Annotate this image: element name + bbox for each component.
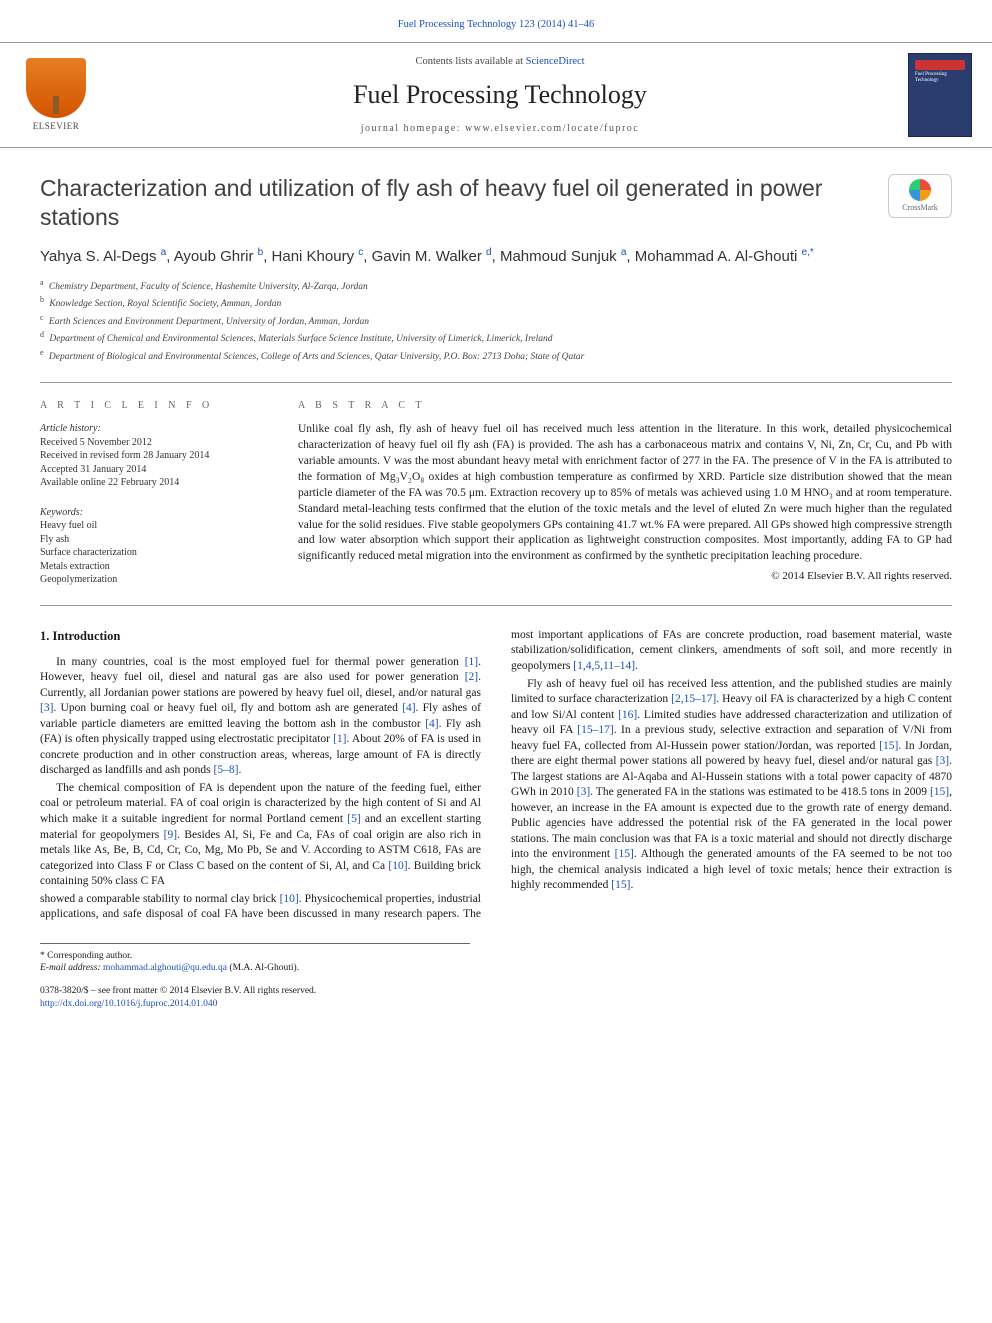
publisher-label: ELSEVIER: [33, 120, 80, 132]
keyword: Heavy fuel oil: [40, 519, 264, 533]
affiliation-line: c Earth Sciences and Environment Departm…: [40, 312, 952, 329]
journal-name: Fuel Processing Technology: [110, 77, 890, 112]
abstract-label: A B S T R A C T: [298, 399, 952, 413]
section-heading-introduction: 1. Introduction: [40, 628, 481, 645]
article-title: Characterization and utilization of fly …: [40, 174, 870, 232]
affiliations: a Chemistry Department, Faculty of Scien…: [40, 277, 952, 364]
crossmark-label: CrossMark: [902, 203, 938, 214]
abstract-copyright: © 2014 Elsevier B.V. All rights reserved…: [298, 569, 952, 584]
contents-prefix: Contents lists available at: [415, 56, 525, 67]
keyword: Fly ash: [40, 533, 264, 547]
doi-link[interactable]: http://dx.doi.org/10.1016/j.fuproc.2014.…: [40, 999, 217, 1009]
issn-line: 0378-3820/$ – see front matter © 2014 El…: [40, 985, 952, 998]
article-info-label: A R T I C L E I N F O: [40, 399, 264, 413]
email-label: E-mail address:: [40, 963, 103, 973]
affiliation-line: b Knowledge Section, Royal Scientific So…: [40, 294, 952, 311]
homepage-prefix: journal homepage:: [361, 123, 465, 134]
article-history-head: Article history:: [40, 422, 264, 436]
crossmark-badge[interactable]: CrossMark: [888, 174, 952, 218]
elsevier-tree-icon: [26, 58, 86, 118]
journal-cover-text: Fuel Processing Technology: [915, 72, 965, 83]
history-line: Accepted 31 January 2014: [40, 463, 264, 477]
keywords-head: Keywords:: [40, 506, 264, 520]
history-line: Available online 22 February 2014: [40, 476, 264, 490]
corresponding-email[interactable]: mohammad.alghouti@qu.edu.qa: [103, 963, 227, 973]
keyword: Geopolymerization: [40, 573, 264, 587]
affiliation-line: e Department of Biological and Environme…: [40, 347, 952, 364]
sciencedirect-link[interactable]: ScienceDirect: [526, 56, 585, 67]
abstract: A B S T R A C T Unlike coal fly ash, fly…: [298, 399, 952, 587]
crossmark-icon: [909, 179, 931, 201]
body-paragraph: In many countries, coal is the most empl…: [40, 655, 481, 779]
history-line: Received in revised form 28 January 2014: [40, 449, 264, 463]
authors-line: Yahya S. Al-Degs a, Ayoub Ghrir b, Hani …: [40, 246, 952, 267]
elsevier-logo: ELSEVIER: [20, 56, 92, 134]
corresponding-footer: * Corresponding author. E-mail address: …: [40, 943, 470, 976]
abstract-text: Unlike coal fly ash, fly ash of heavy fu…: [298, 422, 952, 565]
corresponding-author: * Corresponding author.: [40, 950, 470, 963]
journal-cover-thumb: Fuel Processing Technology: [908, 53, 972, 137]
journal-header: ELSEVIER Contents lists available at Sci…: [0, 42, 992, 148]
body-paragraph: The chemical composition of FA is depend…: [40, 781, 481, 890]
body-paragraph: Fly ash of heavy fuel oil has received l…: [511, 677, 952, 894]
article-info: A R T I C L E I N F O Article history: R…: [40, 399, 264, 587]
issue-citation-link[interactable]: Fuel Processing Technology 123 (2014) 41…: [398, 19, 595, 30]
email-tail: (M.A. Al-Ghouti).: [227, 963, 299, 973]
issue-citation: Fuel Processing Technology 123 (2014) 41…: [0, 0, 992, 42]
affiliation-line: a Chemistry Department, Faculty of Scien…: [40, 277, 952, 294]
affiliation-line: d Department of Chemical and Environment…: [40, 329, 952, 346]
homepage-url[interactable]: www.elsevier.com/locate/fuproc: [465, 123, 639, 134]
journal-homepage: journal homepage: www.elsevier.com/locat…: [110, 122, 890, 136]
keyword: Surface characterization: [40, 546, 264, 560]
doi-block: 0378-3820/$ – see front matter © 2014 El…: [40, 985, 952, 1011]
keyword: Metals extraction: [40, 560, 264, 574]
history-line: Received 5 November 2012: [40, 436, 264, 450]
article-body: 1. Introduction In many countries, coal …: [0, 606, 992, 923]
contents-lists-line: Contents lists available at ScienceDirec…: [110, 55, 890, 69]
